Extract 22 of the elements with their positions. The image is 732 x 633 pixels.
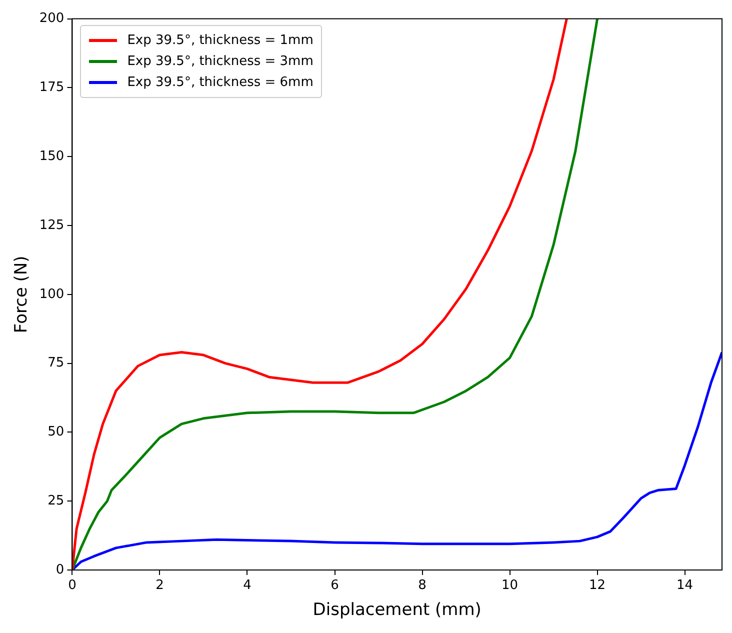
y-tick-label: 150 [39,148,64,164]
x-tick-label: 6 [330,578,339,594]
x-axis-title: Displacement (mm) [312,600,482,620]
legend-label: Exp 39.5°, thickness = 3mm [127,52,314,71]
y-tick-label: 75 [48,356,64,371]
y-tick-label: 25 [48,493,64,508]
x-tick-label: 8 [418,578,426,594]
x-tick-label: 0 [68,578,76,594]
y-tick-label: 125 [39,218,64,233]
legend-label: Exp 39.5°, thickness = 1mm [127,32,314,50]
x-tick-label: 10 [502,578,518,594]
y-tick-label: 200 [39,11,64,26]
x-tick-label: 12 [589,578,606,594]
y-tick-label: 0 [56,562,64,578]
x-tick-label: 14 [676,578,694,594]
legend-label: Exp 39.5°, thickness = 6mm [127,74,314,92]
y-tick-label: 100 [39,286,64,302]
y-tick-label: 50 [48,424,64,440]
y-tick-label: 175 [39,80,64,96]
x-tick-label: 2 [156,578,164,594]
x-tick-label: 4 [243,578,252,594]
y-axis-title: Force (N) [12,256,32,334]
